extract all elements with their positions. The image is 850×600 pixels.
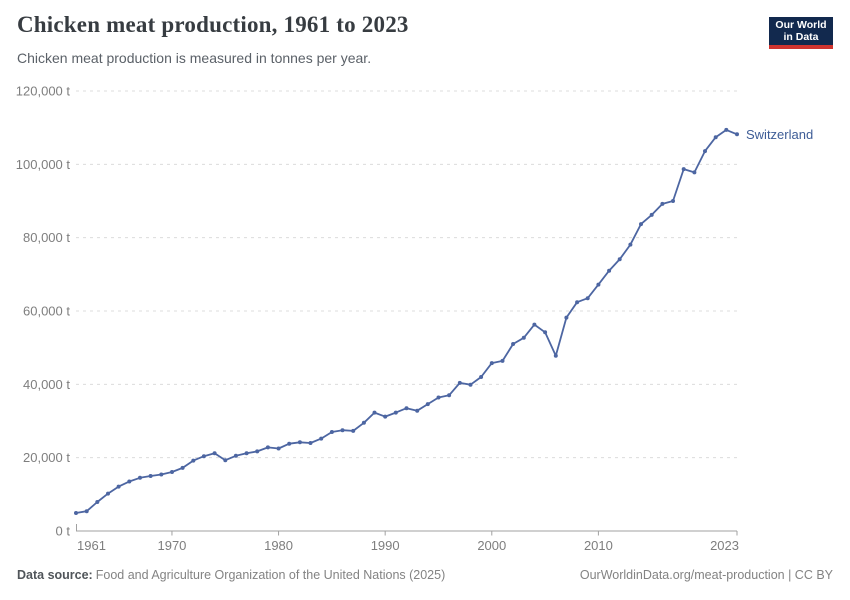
data-point bbox=[116, 484, 121, 489]
y-tick-label: 0 t bbox=[56, 524, 71, 539]
data-point bbox=[553, 353, 558, 358]
owid-logo[interactable]: Our World in Data bbox=[769, 17, 833, 49]
data-point bbox=[287, 441, 292, 446]
data-point bbox=[404, 406, 409, 411]
x-tick-label: 1980 bbox=[264, 538, 293, 553]
data-point bbox=[447, 393, 452, 398]
data-point bbox=[468, 382, 473, 387]
data-point bbox=[351, 428, 356, 433]
data-point bbox=[201, 454, 206, 459]
x-tick-label: 1990 bbox=[371, 538, 400, 553]
y-tick-label: 80,000 t bbox=[23, 230, 70, 245]
data-point bbox=[191, 458, 196, 463]
data-point bbox=[138, 475, 142, 480]
data-point bbox=[244, 451, 249, 456]
footer-source: Data source: Food and Agriculture Organiz… bbox=[17, 568, 445, 582]
data-point bbox=[457, 380, 462, 385]
y-tick-label: 60,000 t bbox=[23, 304, 70, 319]
data-point bbox=[703, 149, 707, 154]
data-point bbox=[575, 300, 580, 305]
data-point bbox=[521, 335, 526, 340]
data-point bbox=[489, 361, 494, 366]
data-point bbox=[95, 500, 100, 504]
data-point bbox=[660, 201, 665, 206]
data-point bbox=[319, 436, 324, 441]
data-point bbox=[735, 132, 739, 137]
data-point bbox=[671, 199, 675, 203]
data-point bbox=[383, 414, 388, 419]
x-tick-label: 1970 bbox=[157, 538, 186, 553]
owid-logo-line2: in Data bbox=[783, 31, 819, 43]
data-point bbox=[233, 453, 238, 458]
data-point bbox=[415, 408, 420, 413]
data-point bbox=[74, 511, 78, 515]
data-point bbox=[84, 509, 89, 514]
data-point bbox=[564, 315, 569, 320]
data-point bbox=[170, 470, 174, 474]
x-tick-label: 2000 bbox=[477, 538, 506, 553]
x-tick-label: 2010 bbox=[584, 538, 613, 553]
data-point bbox=[692, 170, 697, 175]
data-point bbox=[724, 127, 729, 132]
data-point bbox=[308, 441, 313, 445]
data-point bbox=[585, 296, 590, 301]
data-point bbox=[713, 135, 718, 140]
data-point bbox=[255, 449, 260, 454]
data-point bbox=[393, 410, 398, 415]
data-point bbox=[511, 342, 516, 346]
page-subtitle: Chicken meat production is measured in t… bbox=[17, 50, 372, 66]
data-point bbox=[681, 167, 686, 172]
data-point bbox=[159, 472, 164, 477]
page-title: Chicken meat production, 1961 to 2023 bbox=[17, 12, 409, 37]
data-point bbox=[127, 479, 132, 484]
data-source-text: Food and Agriculture Organization of the… bbox=[95, 568, 446, 582]
data-point bbox=[329, 430, 334, 434]
data-point bbox=[372, 410, 377, 415]
footer-link[interactable]: OurWorldinData.org/meat-production | CC … bbox=[579, 568, 833, 582]
data-point bbox=[436, 395, 441, 400]
data-point bbox=[148, 474, 153, 478]
data-source-label: Data source: bbox=[17, 568, 93, 582]
data-point bbox=[223, 458, 228, 463]
y-tick-label: 100,000 t bbox=[16, 157, 71, 172]
data-point bbox=[425, 402, 430, 407]
data-point bbox=[340, 428, 345, 433]
series-label-switzerland: Switzerland bbox=[746, 127, 813, 142]
data-point bbox=[500, 358, 505, 363]
data-point bbox=[628, 242, 633, 247]
y-tick-label: 120,000 t bbox=[16, 84, 71, 99]
production-line-switzerland bbox=[75, 128, 738, 514]
data-point bbox=[276, 446, 281, 451]
data-point bbox=[479, 375, 484, 379]
data-point bbox=[607, 268, 612, 273]
data-point bbox=[180, 465, 185, 470]
data-point bbox=[361, 420, 366, 425]
owid-logo-line1: Our World bbox=[775, 19, 827, 31]
data-point bbox=[596, 282, 601, 287]
data-point bbox=[639, 222, 643, 227]
y-tick-label: 20,000 t bbox=[23, 450, 70, 465]
data-point bbox=[649, 212, 654, 217]
x-tick-label: 2023 bbox=[710, 538, 739, 553]
data-point bbox=[265, 445, 270, 450]
x-tick-label: 1961 bbox=[77, 538, 106, 553]
data-point bbox=[212, 451, 217, 456]
data-point bbox=[532, 322, 537, 327]
data-point bbox=[543, 330, 548, 335]
y-tick-label: 40,000 t bbox=[23, 377, 70, 392]
data-point bbox=[106, 491, 110, 496]
data-point bbox=[617, 257, 622, 262]
data-point bbox=[297, 440, 302, 445]
